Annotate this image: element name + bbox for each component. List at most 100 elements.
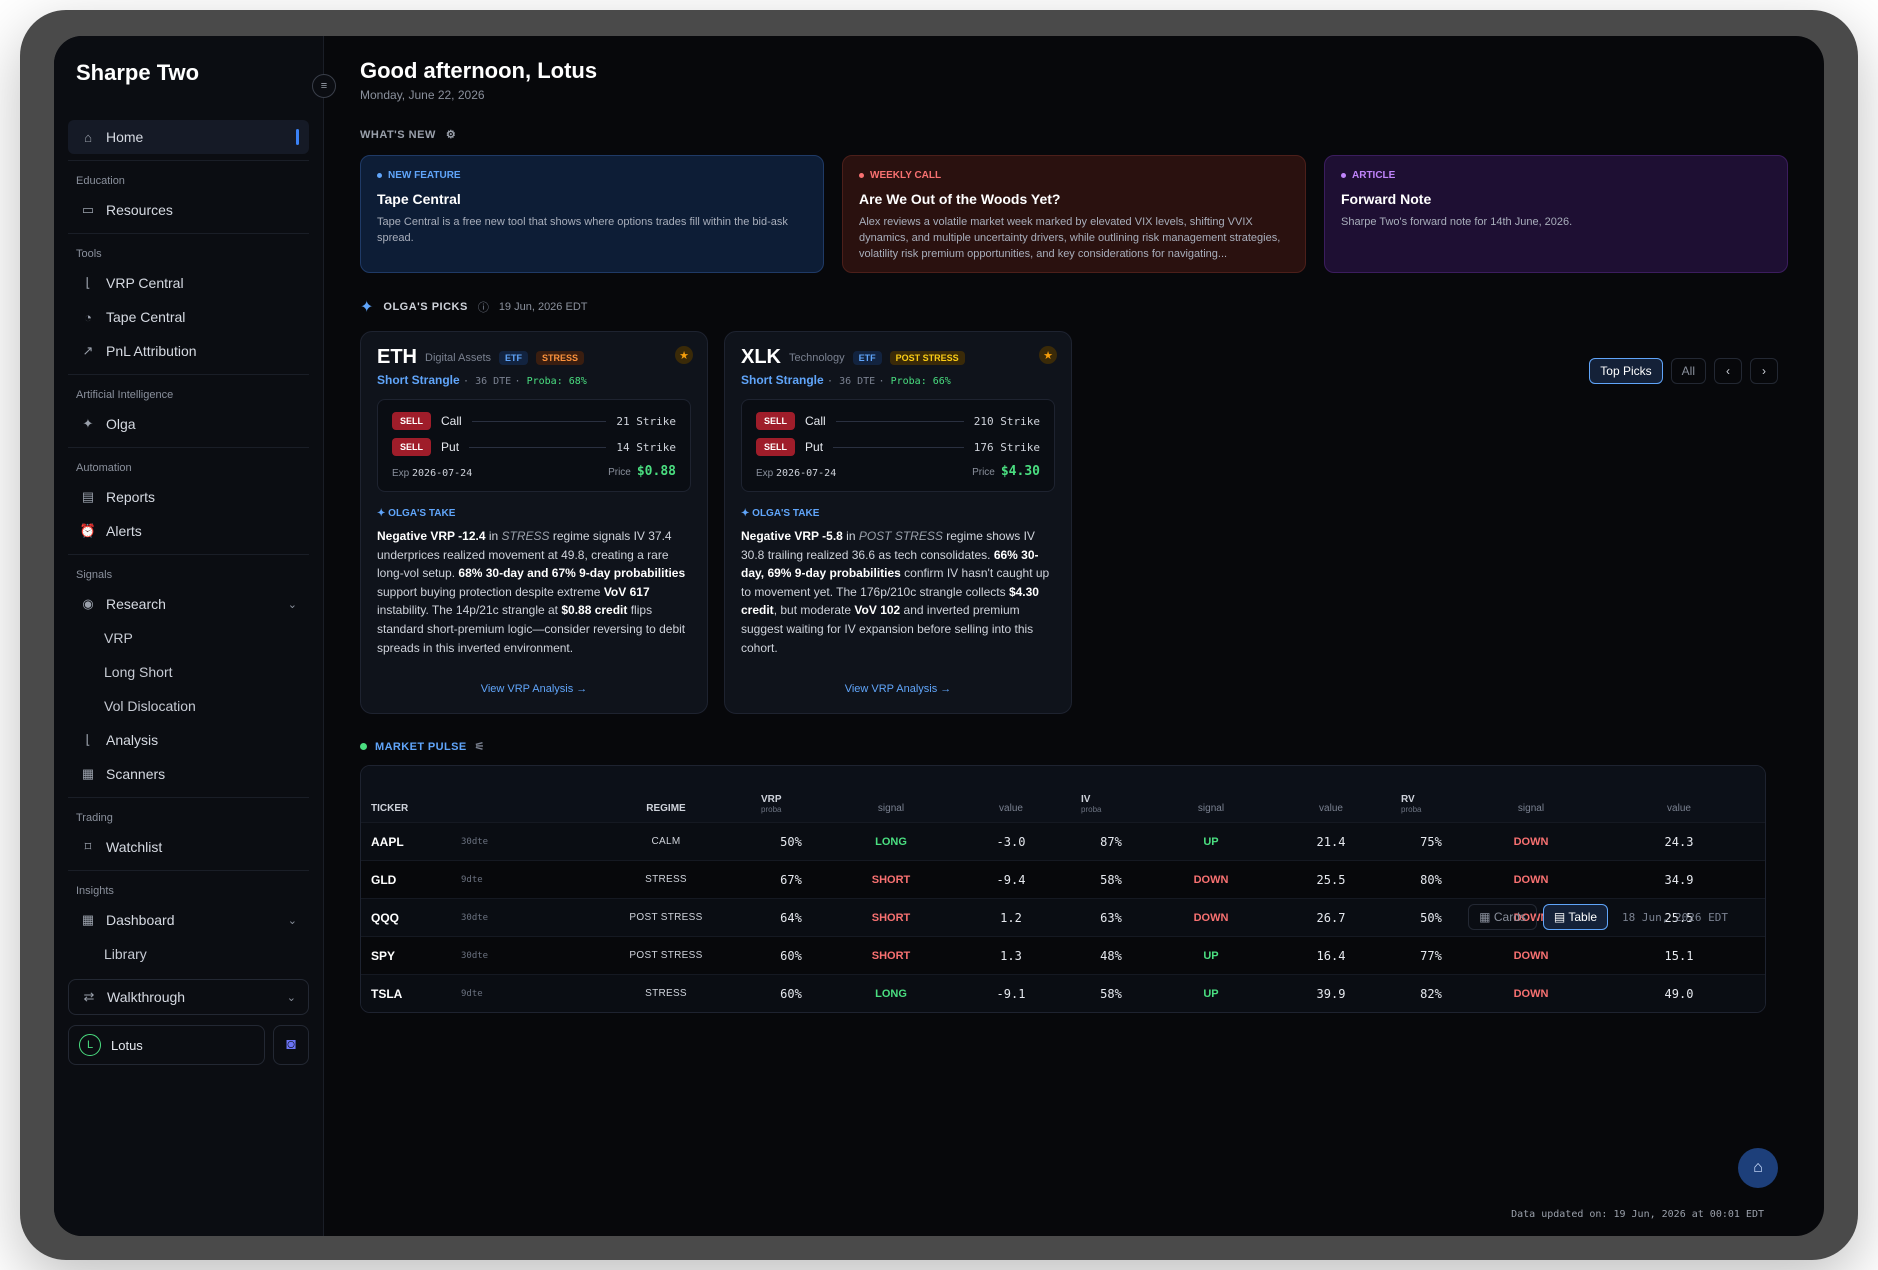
news-tag: ARTICLE xyxy=(1341,170,1771,181)
vrp-value-cell: -9.1 xyxy=(996,986,1026,1001)
cards-label: Cards xyxy=(1493,910,1526,924)
regime-cell: POST STRESS xyxy=(629,950,703,962)
olga-take-title: OLGA'S TAKE xyxy=(388,508,456,519)
leg-row: SELL Call 21 Strike xyxy=(392,412,676,430)
star-icon[interactable]: ★ xyxy=(675,346,693,364)
sliders-icon[interactable]: ⚟ xyxy=(474,741,485,754)
sidebar: Sharpe Two ⌂ Home Education ▭ Resources … xyxy=(54,36,324,1236)
pick-card[interactable]: ★ ETH Digital Assets ETF STRESS Short St… xyxy=(360,331,708,715)
news-card[interactable]: WEEKLY CALL Are We Out of the Woods Yet?… xyxy=(842,155,1306,273)
home-icon: ⌂ xyxy=(84,129,92,145)
chevron-left-icon[interactable]: ‹ xyxy=(1714,358,1742,384)
pick-card[interactable]: ★ XLK Technology ETF POST STRESS Short S… xyxy=(724,331,1072,715)
main-content: Good afternoon, Lotus Monday, June 22, 2… xyxy=(324,36,1824,1236)
rv-signal-cell: DOWN xyxy=(1513,987,1549,1000)
app-screen: Sharpe Two ⌂ Home Education ▭ Resources … xyxy=(54,36,1824,1236)
section-tools: Tools xyxy=(68,233,309,266)
price-label: Price xyxy=(972,467,995,478)
sidebar-item-analysis[interactable]: ⌊ Analysis xyxy=(68,723,309,757)
sidebar-item-vrp[interactable]: VRP xyxy=(68,621,309,655)
sidebar-item-alerts[interactable]: ⏰ Alerts xyxy=(68,514,309,548)
vrp-proba-cell: 60% xyxy=(780,948,802,963)
iv-label: IV xyxy=(1081,794,1091,806)
chevron-right-icon[interactable]: › xyxy=(1750,358,1778,384)
table-row[interactable]: GLD 9dte STRESS 67% SHORT -9.4 58% DOWN 25.5 80% D… xyxy=(361,860,1765,898)
walkthrough-button[interactable]: ⇄ Walkthrough ⌄ xyxy=(68,979,309,1015)
rv-signal-cell: DOWN xyxy=(1513,835,1549,848)
cards-view-button[interactable]: ▦ Cards xyxy=(1468,904,1537,930)
sidebar-item-label: Olga xyxy=(106,416,136,432)
picks-cards: ★ ETH Digital Assets ETF STRESS Short St… xyxy=(360,331,1788,715)
pick-proba: Proba: 66% xyxy=(890,376,951,387)
table-row[interactable]: AAPL 30dte CALM 50% LONG -3.0 87% UP 21.4 75% DOWN… xyxy=(361,822,1765,861)
pick-price: $0.88 xyxy=(636,464,676,479)
section-education: Education xyxy=(68,160,309,193)
regime-cell: STRESS xyxy=(645,874,687,886)
news-title: Tape Central xyxy=(377,191,461,207)
sidebar-item-vrp-central[interactable]: ⌊ VRP Central xyxy=(68,266,309,300)
view-vrp-analysis-link[interactable]: View VRP Analysis → xyxy=(741,683,1055,695)
news-card[interactable]: ARTICLE Forward Note Sharpe Two's forwar… xyxy=(1324,155,1788,273)
pick-strategy: Short Strangle · 36 DTE · Proba: 68% xyxy=(377,373,587,387)
table-icon: ▤ xyxy=(1553,910,1566,924)
sidebar-item-watchlist[interactable]: ⌑ Watchlist xyxy=(68,830,309,864)
sidebar-item-research[interactable]: ◉ Research ⌄ xyxy=(68,587,309,621)
sidebar-item-reports[interactable]: ▤ Reports xyxy=(68,480,309,514)
sidebar-item-label: Long Short xyxy=(104,664,173,680)
table-view-button[interactable]: ▤ Table xyxy=(1542,904,1609,930)
info-icon[interactable]: ⓘ xyxy=(477,302,489,314)
view-vrp-analysis-link[interactable]: View VRP Analysis → xyxy=(377,683,691,695)
discord-icon[interactable]: ◙ xyxy=(273,1025,309,1065)
table-row[interactable]: TSLA 9dte STRESS 60% LONG -9.1 58% UP 39.9 82% DOW… xyxy=(361,974,1765,1013)
pick-legs: SELL Call 21 Strike SELL Put 14 Strike E… xyxy=(377,399,691,492)
pick-dte: 36 DTE xyxy=(839,376,876,387)
regime-cell: STRESS xyxy=(645,988,687,1000)
price-label: Price xyxy=(608,467,631,478)
rv-proba-cell: 82% xyxy=(1420,986,1442,1001)
pick-strategy: Short Strangle · 36 DTE · Proba: 66% xyxy=(741,373,951,387)
sidebar-item-label: VRP xyxy=(104,630,133,646)
section-trading: Trading xyxy=(68,797,309,830)
top-picks-toggle[interactable]: Top Picks xyxy=(1589,358,1663,384)
table-row[interactable]: SPY 30dte POST STRESS 60% SHORT 1.3 48% UP 16.4 7… xyxy=(361,936,1765,974)
news-card[interactable]: NEW FEATURE Tape Central Tape Central is… xyxy=(360,155,824,273)
collapse-sidebar-button[interactable]: ≡ xyxy=(312,74,336,98)
picks-date: 19 Jun, 2026 EDT xyxy=(498,301,588,313)
rv-value-cell: 34.9 xyxy=(1664,872,1694,887)
news-title: Are We Out of the Woods Yet? xyxy=(859,191,1061,207)
sidebar-item-olga[interactable]: ✦ Olga xyxy=(68,407,309,441)
dte-cell: 30dte xyxy=(461,950,489,961)
exp-row: Exp 2026-07-24 Price $4.30 xyxy=(756,464,1040,479)
exp-date: 2026-07-24 xyxy=(776,468,837,479)
star-icon[interactable]: ★ xyxy=(1039,346,1057,364)
sidebar-item-home[interactable]: ⌂ Home xyxy=(68,120,309,154)
col-rv-value: value xyxy=(1667,803,1691,815)
ticker-cell: AAPL xyxy=(371,834,404,849)
all-picks-toggle[interactable]: All xyxy=(1670,358,1706,384)
regime-cell: POST STRESS xyxy=(629,912,703,924)
leg-row: SELL Put 14 Strike xyxy=(392,438,676,456)
col-vrp-signal: signal xyxy=(877,803,905,815)
iv-value-cell: 26.7 xyxy=(1316,910,1346,925)
user-menu[interactable]: L Lotus xyxy=(68,1025,265,1065)
sidebar-item-library[interactable]: Library xyxy=(68,937,309,971)
regime-badge: STRESS xyxy=(536,350,585,365)
gift-icon[interactable]: ⌂ xyxy=(1738,1148,1778,1188)
sidebar-item-scanners[interactable]: ▦ Scanners xyxy=(68,757,309,791)
sidebar-item-tape-central[interactable]: ◔ Tape Central xyxy=(68,300,309,334)
iv-signal-cell: UP xyxy=(1203,835,1219,848)
sidebar-item-vol-dislocation[interactable]: Vol Dislocation xyxy=(68,689,309,723)
exp-date: 2026-07-24 xyxy=(412,468,473,479)
sidebar-item-resources[interactable]: ▭ Resources xyxy=(68,193,309,227)
regime-badge: POST STRESS xyxy=(889,350,965,365)
rv-signal-cell: DOWN xyxy=(1513,911,1549,924)
vrp-value-cell: -9.4 xyxy=(996,872,1026,887)
settings-icon[interactable]: ⚙ xyxy=(445,129,457,141)
sidebar-item-dashboard[interactable]: ▦ Dashboard ⌄ xyxy=(68,903,309,937)
sidebar-item-pnl-attribution[interactable]: ↗ PnL Attribution xyxy=(68,334,309,368)
pick-dte: 36 DTE xyxy=(475,376,512,387)
table-label: Table xyxy=(1568,910,1598,924)
timer-icon: ◔ xyxy=(84,309,92,325)
sidebar-item-label: PnL Attribution xyxy=(106,343,197,359)
sidebar-item-long-short[interactable]: Long Short xyxy=(68,655,309,689)
